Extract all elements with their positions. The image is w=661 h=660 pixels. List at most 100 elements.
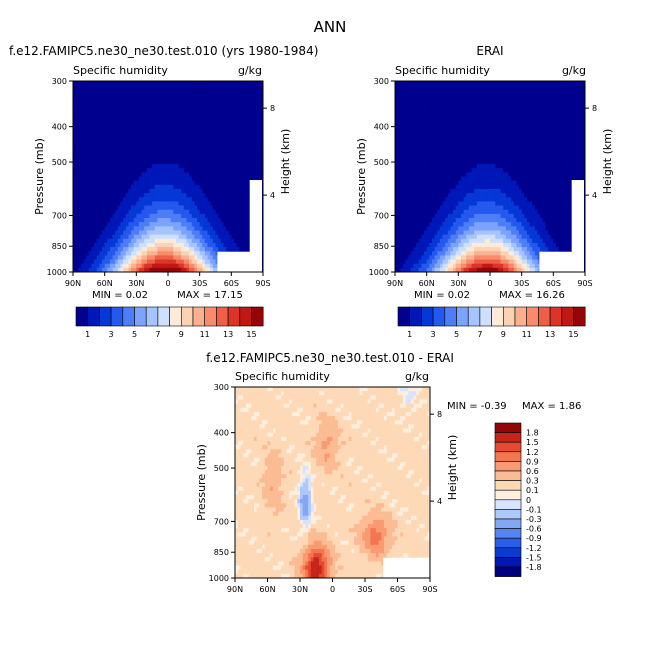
contour-cell [413,193,417,198]
contour-cell [249,130,253,136]
contour-cell [160,93,164,99]
contour-cell [136,263,140,269]
contour-cell [78,143,82,148]
contour-cell [125,209,129,215]
contour-cell [233,89,238,94]
contour-cell [197,93,201,99]
contour-cell [138,139,143,144]
contour-cell [453,247,457,252]
contour-cell [189,105,193,111]
contour-cell [410,155,414,161]
contour-cell [83,238,87,244]
contour-cell [397,226,401,231]
x-tick-label: 30S [192,279,207,288]
contour-cell [484,205,488,211]
contour-cell [117,251,121,256]
contour-cell [212,259,216,265]
contour-cell [123,147,127,152]
contour-cell [120,105,124,111]
contour-cell [408,255,412,260]
contour-cell [231,110,235,115]
contour-cell [138,222,143,227]
contour-cell [429,259,433,265]
contour-cell [94,101,98,107]
contour-cell [133,222,137,227]
contour-cell [413,209,417,215]
contour-cell [168,251,172,256]
contour-cell [413,118,417,123]
contour-cell [173,226,177,231]
contour-cell [78,155,82,161]
contour-cell [231,205,235,211]
contour-cell [107,81,111,86]
contour-cell [78,101,82,107]
contour-cell [136,201,140,206]
contour-cell [226,105,230,111]
contour-cell [207,130,211,136]
contour-cell [233,155,238,161]
contour-cell [400,238,404,244]
contour-cell [204,155,208,161]
contour-cell [141,81,145,86]
contour-cell [149,122,153,128]
contour-cell [447,159,451,165]
contour-cell [86,143,90,148]
max-label: MAX = 17.15 [177,290,243,301]
contour-cell [434,110,438,115]
contour-cell [447,197,451,202]
contour-cell [453,101,457,107]
contour-cell [442,134,446,140]
contour-cell [484,122,488,128]
contour-cell [146,242,150,248]
contour-cell [186,118,190,123]
contour-cell [476,213,480,219]
contour-cell [160,134,164,140]
contour-cell [131,130,135,136]
contour-cell [244,101,248,107]
contour-cell [202,230,206,236]
contour-cell [421,213,425,219]
contour-cell [426,218,430,223]
contour-cell [154,193,158,198]
contour-cell [476,205,480,211]
contour-cell [186,176,190,182]
contour-cell [244,105,248,111]
contour-cell [466,85,470,90]
contour-cell [109,139,113,144]
contour-cell [173,151,177,157]
contour-cell [471,126,475,132]
contour-cell [405,251,409,256]
contour-cell [408,164,412,169]
contour-cell [468,114,472,119]
contour-cell [447,130,451,136]
contour-cell [223,234,227,240]
contour-cell [207,143,211,148]
contour-cell [455,172,459,177]
contour-cell [96,213,100,219]
contour-cell [476,93,480,99]
contour-cell [120,242,124,248]
contour-cell [191,180,195,186]
contour-cell [157,134,161,140]
contour-cell [244,247,248,252]
contour-cell [429,134,433,140]
contour-cell [96,168,100,173]
contour-cell [91,255,95,260]
contour-cell [413,251,417,256]
contour-cell [233,226,238,231]
contour-cell [191,139,195,144]
contour-cell [115,130,119,136]
contour-cell [152,213,156,219]
contour-cell [183,110,187,115]
contour-cell [244,242,248,248]
contour-cell [455,176,459,182]
contour-cell [466,134,470,140]
contour-cell [125,218,129,223]
contour-cell [418,263,422,269]
contour-cell [474,151,478,157]
contour-cell [181,205,185,211]
contour-cell [463,222,467,227]
contour-cell [157,180,161,186]
contour-cell [458,85,462,90]
contour-cell [173,143,177,148]
